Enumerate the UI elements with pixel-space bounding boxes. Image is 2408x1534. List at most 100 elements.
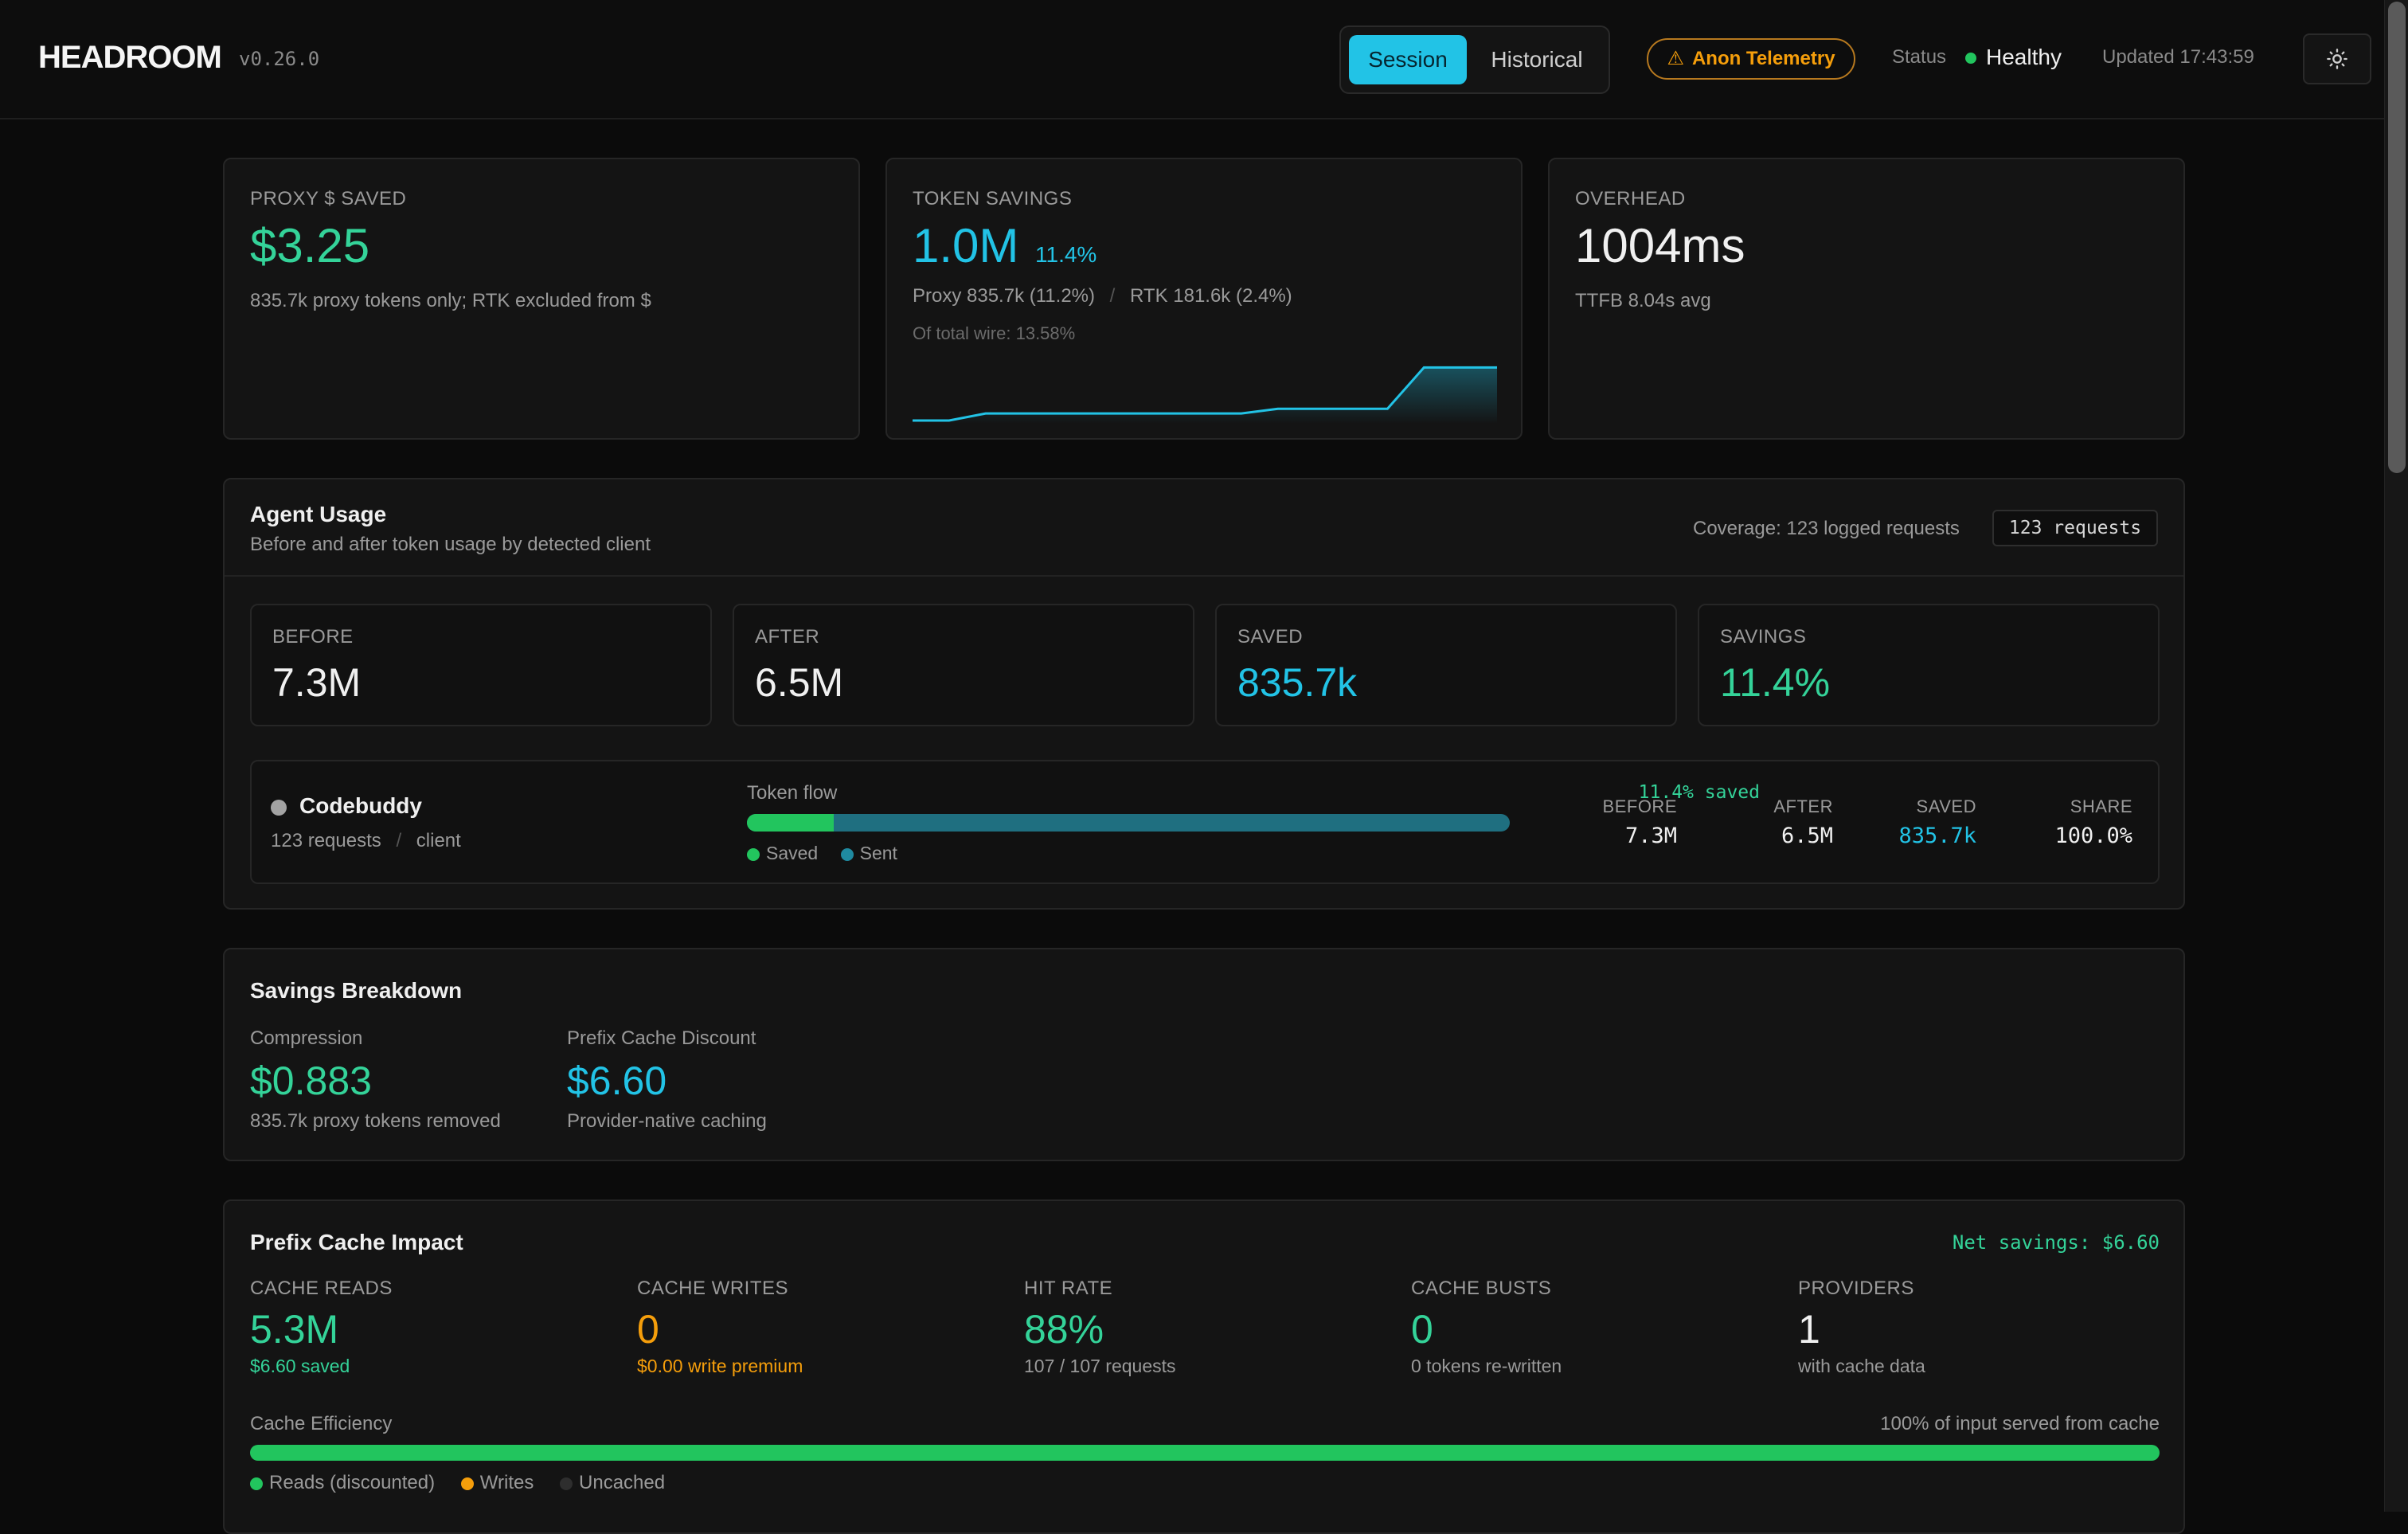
cache-efficiency-bar [250,1445,2160,1461]
client-share-label: SHARE [2070,796,2132,816]
theme-toggle-button[interactable] [2303,33,2371,84]
summary-saved-label: SAVED [1237,626,1304,648]
proxy-saved-sub: 835.7k proxy tokens only; RTK excluded f… [250,290,651,311]
warning-icon: ⚠ [1667,48,1684,69]
hit-rate-label: HIT RATE [1024,1278,1113,1299]
view-toggle: Session Historical [1339,25,1610,94]
cache-efficiency-legend: Reads (discounted) Writes Uncached [250,1472,665,1494]
client-before-label: BEFORE [1602,796,1677,816]
app-logo: HEADROOM [38,40,222,75]
cache-efficiency-fill [250,1445,2160,1461]
summary-savings-label: SAVINGS [1720,626,1807,648]
sun-icon [2327,49,2347,69]
agent-usage-section: Agent Usage Before and after token usage… [223,478,2185,910]
cache-busts-value: 0 [1411,1307,1433,1352]
client-meta: 123 requests / client [271,830,461,852]
summary-before: BEFORE 7.3M [250,604,712,726]
writes-legend-dot-icon [460,1477,474,1490]
providers-label: PROVIDERS [1798,1278,1914,1299]
compression-value: $0.883 [250,1059,372,1103]
providers-sub: with cache data [1798,1356,1925,1376]
updated-timestamp: Updated 17:43:59 [2102,46,2254,68]
cache-busts-label: CACHE BUSTS [1411,1278,1552,1299]
metric-cache-reads: CACHE READS 5.3M $6.60 saved [250,1278,600,1377]
cache-efficiency-note: 100% of input served from cache [1880,1413,2160,1434]
proxy-saved-value: $3.25 [250,219,370,272]
agent-usage-subtitle: Before and after token usage by detected… [250,534,651,555]
tab-session[interactable]: Session [1349,35,1467,84]
client-requests: 123 requests [271,830,381,851]
compression-sub: 835.7k proxy tokens removed [250,1110,501,1132]
rtk-tokens: RTK 181.6k (2.4%) [1130,285,1292,307]
prefix-cache-section: Prefix Cache Impact Net savings: $6.60 C… [223,1199,2185,1534]
status-label: Status [1892,46,1947,68]
token-flow-label: Token flow [747,782,838,804]
net-savings: Net savings: $6.60 [1952,1231,2160,1254]
proxy-saved-label: PROXY $ SAVED [250,188,407,209]
client-share-value: 100.0% [2054,824,2132,848]
sent-legend-dot-icon [840,847,854,861]
saved-legend-dot-icon [747,847,760,861]
token-savings-label: TOKEN SAVINGS [913,188,1073,209]
summary-before-value: 7.3M [272,660,362,705]
proxy-saved-card: PROXY $ SAVED $3.25 835.7k proxy tokens … [223,158,860,440]
client-row-codebuddy[interactable]: Codebuddy 123 requests / client Token fl… [250,760,2160,884]
cache-efficiency-label: Cache Efficiency [250,1413,393,1434]
cache-busts-sub: 0 tokens re-written [1411,1356,1562,1376]
token-flow-bar [747,814,1510,832]
legend-writes-label: Writes [479,1472,534,1493]
token-savings-card: TOKEN SAVINGS 1.0M 11.4% Proxy 835.7k (1… [885,158,1523,440]
compression-label: Compression [250,1027,363,1049]
summary-after-label: AFTER [755,626,820,648]
token-flow-legend: Saved Sent [747,843,897,864]
token-flow-saved-fill [747,814,835,832]
metric-hit-rate: HIT RATE 88% 107 / 107 requests [1024,1278,1374,1377]
cache-writes-value: 0 [637,1307,659,1352]
summary-before-label: BEFORE [272,626,354,648]
scrollbar-thumb[interactable] [2388,2,2406,473]
legend-saved-label: Saved [766,843,819,863]
sparkline-line [913,366,1497,422]
metric-providers: PROVIDERS 1 with cache data [1798,1278,2148,1377]
reads-legend-dot-icon [250,1477,263,1490]
page-scrollbar[interactable] [2384,0,2408,1512]
client-dot-icon [271,800,287,816]
legend-reads-label: Reads (discounted) [269,1472,436,1493]
client-meta-separator: / [396,830,402,851]
token-savings-sparkline [913,366,1497,424]
prefix-discount-sub: Provider-native caching [567,1110,767,1132]
summary-saved: SAVED 835.7k [1215,604,1677,726]
requests-badge: 123 requests [1992,510,2158,546]
section-divider [225,575,2183,577]
client-name: Codebuddy [299,793,422,818]
prefix-cache-title: Prefix Cache Impact [250,1230,463,1254]
metric-cache-writes: CACHE WRITES 0 $0.00 write premium [637,1278,987,1377]
proxy-tokens: Proxy 835.7k (11.2%) [913,285,1095,307]
legend-uncached-label: Uncached [579,1472,666,1493]
tab-historical[interactable]: Historical [1491,47,1583,72]
breakdown-separator: / [1109,285,1116,307]
hit-rate-sub: 107 / 107 requests [1024,1356,1176,1376]
legend-sent-label: Sent [859,843,897,863]
cache-reads-sub: $6.60 saved [250,1356,350,1376]
token-savings-breakdown: Proxy 835.7k (11.2%) / RTK 181.6k (2.4%) [913,285,1292,307]
telemetry-badge[interactable]: ⚠ Anon Telemetry [1647,38,1855,80]
summary-after-value: 6.5M [755,660,844,705]
prefix-discount-value: $6.60 [567,1059,667,1103]
token-savings-value: 1.0M [913,219,1019,272]
metric-cache-busts: CACHE BUSTS 0 0 tokens re-written [1411,1278,1761,1377]
cache-reads-value: 5.3M [250,1307,339,1352]
uncached-legend-dot-icon [560,1477,573,1490]
summary-saved-value: 835.7k [1237,660,1358,705]
client-before-value: 7.3M [1624,824,1677,848]
summary-after: AFTER 6.5M [733,604,1194,726]
version-label: v0.26.0 [239,48,320,70]
cache-reads-label: CACHE READS [250,1278,393,1299]
client-kind: client [416,830,461,851]
cache-writes-label: CACHE WRITES [637,1278,789,1299]
sparkline-area [913,367,1497,424]
telemetry-label: Anon Telemetry [1691,48,1835,69]
overhead-value: 1004ms [1575,219,1745,272]
top-header: HEADROOM v0.26.0 Session Historical ⚠ Ano… [0,0,2384,119]
overhead-card: OVERHEAD 1004ms TTFB 8.04s avg [1548,158,2185,440]
